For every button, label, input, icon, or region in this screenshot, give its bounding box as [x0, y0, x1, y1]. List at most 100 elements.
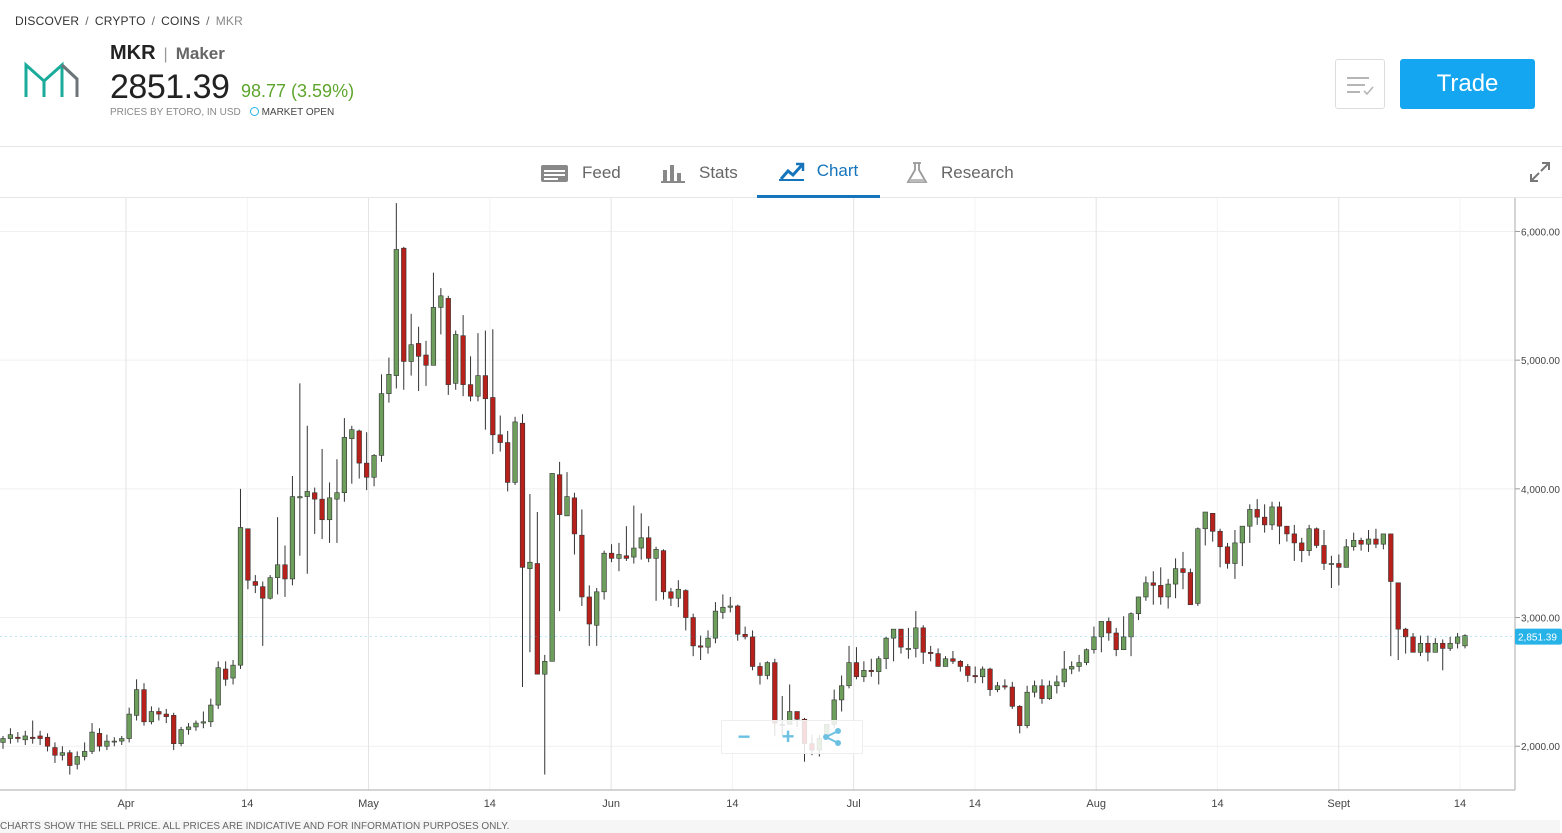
breadcrumb-coins[interactable]: COINS — [161, 14, 201, 28]
share-button[interactable] — [810, 721, 854, 753]
candle-body — [1083, 649, 1090, 663]
y-tick-label: 6,000.00 — [1521, 227, 1560, 238]
x-tick-label: 14 — [1211, 798, 1223, 810]
candle-body — [1276, 506, 1283, 527]
candle-body — [1165, 583, 1171, 598]
candle-body — [1172, 568, 1179, 585]
candle-body — [364, 462, 370, 478]
candle-body — [1091, 636, 1097, 651]
candle-body — [1054, 681, 1060, 687]
candle-body — [1343, 546, 1349, 568]
candle-body — [423, 354, 429, 366]
candle-body — [913, 627, 919, 649]
candle-body — [1454, 636, 1461, 644]
trade-button[interactable]: Trade — [1400, 59, 1535, 109]
candle-body — [453, 334, 459, 384]
candle-body — [868, 670, 874, 672]
candle-body — [965, 666, 971, 676]
candle-body — [237, 527, 244, 666]
candle-body — [1031, 685, 1038, 693]
instrument-price: 2851.39 — [110, 68, 230, 106]
tab-feed[interactable]: Feed — [540, 147, 621, 198]
candle-body — [59, 752, 65, 756]
breadcrumb-discover[interactable]: DISCOVER — [15, 14, 80, 28]
candle-body — [1395, 582, 1401, 630]
candle-body — [534, 563, 540, 675]
zoom-out-button[interactable]: − — [737, 724, 751, 749]
candle-body — [312, 492, 318, 500]
candle-body — [1432, 642, 1438, 653]
candle-body — [1121, 636, 1127, 651]
clock-icon — [249, 107, 259, 116]
candle-body — [505, 442, 511, 483]
candle-body — [378, 393, 385, 456]
candle-body — [52, 747, 58, 756]
candle-body — [994, 685, 1001, 690]
tab-research-label: Research — [941, 162, 1014, 182]
candle-body — [1195, 528, 1201, 604]
candle-body — [1336, 563, 1342, 568]
breadcrumb-separator: / — [206, 14, 210, 28]
candle-body — [683, 590, 689, 618]
instrument-symbol: MKR — [110, 42, 156, 64]
tab-research[interactable]: Research — [905, 147, 1014, 198]
tab-stats[interactable]: Stats — [661, 147, 738, 198]
candle-body — [712, 610, 719, 639]
market-status-label: MARKET OPEN — [261, 107, 335, 118]
candle-body — [519, 422, 526, 568]
candle-body — [141, 689, 147, 723]
tab-chart-label: Chart — [816, 161, 859, 180]
candle-body — [104, 740, 110, 747]
candle-body — [972, 675, 978, 678]
candle-body — [475, 375, 481, 397]
candle-body — [861, 670, 867, 678]
x-tick-label: Jul — [847, 798, 861, 810]
candle-body — [297, 496, 303, 499]
candle-body — [282, 564, 288, 580]
candle-body — [215, 667, 221, 706]
candle-body — [794, 711, 800, 720]
candle-body — [749, 636, 756, 667]
candle-body — [1046, 685, 1053, 699]
candle-body — [1403, 628, 1409, 638]
candle-body — [30, 736, 36, 739]
separator: | — [163, 46, 168, 63]
y-tick-label: 4,000.00 — [1521, 485, 1560, 496]
instrument-name: Maker — [175, 44, 225, 63]
fullscreen-icon[interactable] — [1528, 160, 1552, 184]
candle-body — [304, 491, 310, 497]
price-meta: PRICES BY ETORO, IN USD MARKET OPEN — [110, 107, 334, 118]
candle-body — [1069, 666, 1075, 670]
candle-body — [1380, 533, 1386, 545]
candle-body — [15, 736, 21, 739]
candle-body — [623, 555, 629, 559]
candle-body — [1306, 528, 1312, 551]
candle-body — [7, 734, 14, 739]
candle-body — [675, 588, 681, 599]
tab-stats-label: Stats — [699, 162, 738, 182]
candle-body — [1039, 685, 1045, 699]
price-chart[interactable]: 6,000.00 5,000.00 4,000.00 3,000.00 2,000.00… — [0, 198, 1562, 820]
breadcrumb-crypto[interactable]: CRYPTO — [94, 14, 146, 28]
candle-body — [876, 658, 882, 672]
candle-body — [660, 550, 667, 593]
candle-body — [564, 496, 570, 517]
candle-body — [185, 726, 192, 730]
y-tick-label: 2,000.00 — [1521, 742, 1560, 753]
candle-body — [200, 721, 206, 724]
x-tick-label: 14 — [726, 798, 738, 810]
candle-body — [1232, 542, 1238, 564]
candle-body — [1351, 540, 1357, 548]
x-tick-label: 14 — [241, 798, 253, 810]
candle-body — [935, 653, 941, 667]
watchlist-button[interactable] — [1335, 59, 1385, 109]
candle-body — [1440, 642, 1446, 649]
candle-body — [846, 662, 852, 687]
candle-body — [1217, 531, 1223, 548]
tab-chart[interactable]: Chart — [757, 147, 880, 198]
candle-body — [44, 736, 51, 747]
candle-body — [1128, 613, 1134, 638]
tab-feed-label: Feed — [582, 162, 621, 182]
zoom-in-button[interactable]: + — [781, 724, 795, 749]
candle-body — [512, 421, 518, 483]
